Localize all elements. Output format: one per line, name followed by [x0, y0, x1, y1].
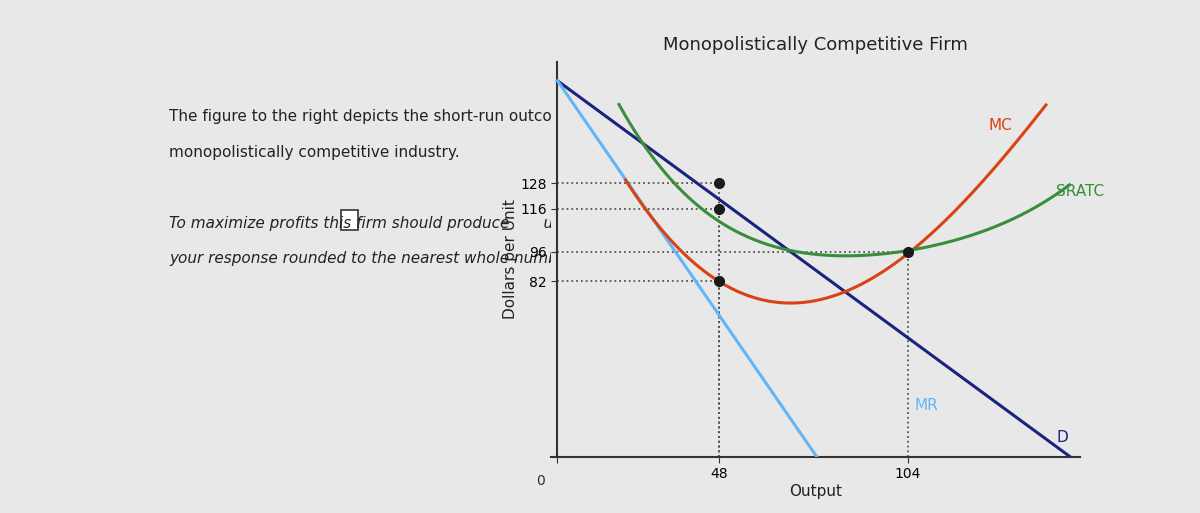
Text: monopolistically competitive industry.: monopolistically competitive industry. — [169, 145, 460, 160]
Title: Monopolistically Competitive Firm: Monopolistically Competitive Firm — [662, 36, 968, 54]
FancyBboxPatch shape — [341, 210, 358, 230]
Text: SRATC: SRATC — [1056, 184, 1104, 199]
Text: MC: MC — [989, 118, 1013, 133]
Y-axis label: Dollars per Unit: Dollars per Unit — [503, 199, 517, 319]
Text: To maximize profits this firm should produce       units of output. (Enter: To maximize profits this firm should pro… — [169, 215, 713, 231]
Text: The figure to the right depicts the short-run outcome for a firm in a: The figure to the right depicts the shor… — [169, 109, 685, 124]
Text: your response rounded to the nearest whole number.): your response rounded to the nearest who… — [169, 251, 583, 266]
Text: 0: 0 — [536, 473, 545, 488]
Text: D: D — [1056, 429, 1068, 445]
X-axis label: Output: Output — [788, 484, 842, 499]
Text: MR: MR — [914, 398, 938, 412]
